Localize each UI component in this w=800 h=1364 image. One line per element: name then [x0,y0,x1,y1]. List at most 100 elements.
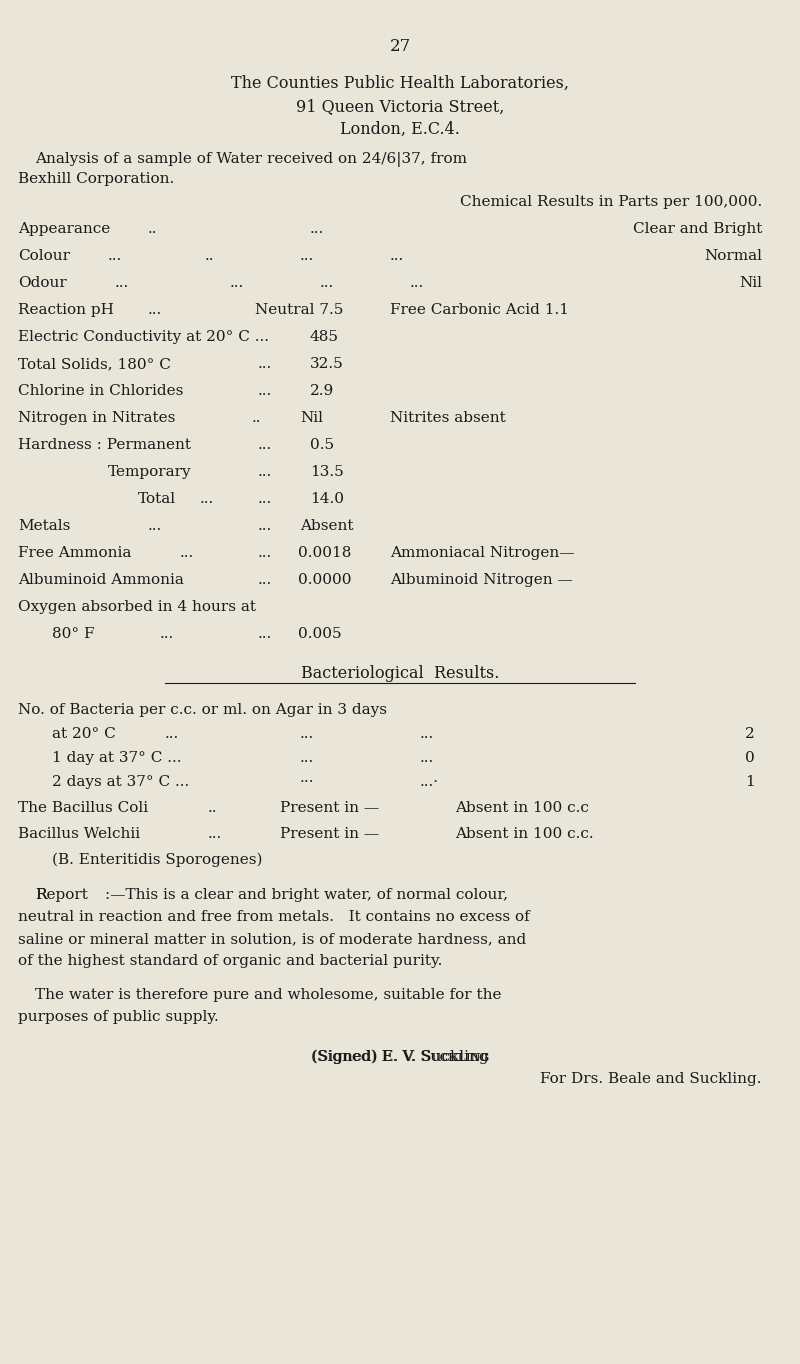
Text: No. of Bacteria per c.c. or ml. on Agar in 3 days: No. of Bacteria per c.c. or ml. on Agar … [18,702,387,717]
Text: 2.9: 2.9 [310,385,334,398]
Text: ..: .. [148,222,158,236]
Text: R: R [35,888,46,902]
Text: ...: ... [320,276,334,291]
Text: ...: ... [420,752,434,765]
Text: Chemical Results in Parts per 100,000.: Chemical Results in Parts per 100,000. [460,195,762,209]
Text: of the highest standard of organic and bacterial purity.: of the highest standard of organic and b… [18,953,442,968]
Text: Total Solids, 180° C: Total Solids, 180° C [18,357,171,371]
Text: Metals: Metals [18,518,70,533]
Text: Present in —: Present in — [280,827,379,842]
Text: The Bacillus Coli: The Bacillus Coli [18,801,148,816]
Text: ...·: ...· [420,775,439,788]
Text: Reaction pH: Reaction pH [18,303,114,316]
Text: ...: ... [165,727,179,741]
Text: ...: ... [208,827,222,842]
Text: ...: ... [300,250,314,263]
Text: 91 Queen Victoria Street,: 91 Queen Victoria Street, [296,98,504,115]
Text: 13.5: 13.5 [310,465,344,479]
Text: ...: ... [258,357,272,371]
Text: Nitrites absent: Nitrites absent [390,411,506,426]
Text: ...: ... [258,546,272,561]
Text: Electric Conductivity at 20° C ...: Electric Conductivity at 20° C ... [18,330,269,344]
Text: ...: ... [258,518,272,533]
Text: For Drs. Beale and Suckling.: For Drs. Beale and Suckling. [541,1072,762,1086]
Text: 0.005: 0.005 [298,627,342,641]
Text: (Signed) E. V. Sᴜᴄᴋʟɪɴɢ: (Signed) E. V. Sᴜᴄᴋʟɪɴɢ [311,1050,489,1064]
Text: Albuminoid Ammonia: Albuminoid Ammonia [18,573,184,587]
Text: The water is therefore pure and wholesome, suitable for the: The water is therefore pure and wholesom… [35,988,502,1003]
Text: Bacteriological  Results.: Bacteriological Results. [301,666,499,682]
Text: Absent: Absent [300,518,354,533]
Text: Nil: Nil [300,411,323,426]
Text: Temporary: Temporary [108,465,192,479]
Text: 2: 2 [746,727,755,741]
Text: ...: ... [148,518,162,533]
Text: neutral in reaction and free from metals.   It contains no excess of: neutral in reaction and free from metals… [18,910,530,923]
Text: Free Ammonia: Free Ammonia [18,546,131,561]
Text: ...: ... [258,573,272,587]
Text: 14.0: 14.0 [310,492,344,506]
Text: ..: .. [252,411,262,426]
Text: (B. Enteritidis Sporogenes): (B. Enteritidis Sporogenes) [52,852,262,868]
Text: Normal: Normal [704,250,762,263]
Text: ...: ... [310,222,324,236]
Text: ...: ... [300,752,314,765]
Text: :—This is a clear and bright water, of normal colour,: :—This is a clear and bright water, of n… [105,888,508,902]
Text: London, E.C.4.: London, E.C.4. [340,121,460,138]
Text: Neutral 7.5: Neutral 7.5 [255,303,343,316]
Text: Present in —: Present in — [280,801,379,816]
Text: ...: ... [230,276,244,291]
Text: ...: ... [258,385,272,398]
Text: ...: ... [258,438,272,451]
Text: 0.0000: 0.0000 [298,573,351,587]
Text: Nil: Nil [739,276,762,291]
Text: The Counties Public Health Laboratories,: The Counties Public Health Laboratories, [231,75,569,91]
Text: Absent in 100 c.c: Absent in 100 c.c [455,801,589,816]
Text: ..: .. [205,250,214,263]
Text: 1 day at 37° C ...: 1 day at 37° C ... [52,752,182,765]
Text: 485: 485 [310,330,339,344]
Text: ...: ... [115,276,130,291]
Text: 0.5: 0.5 [310,438,334,451]
Text: 1: 1 [746,775,755,788]
Text: Bexhill Corporation.: Bexhill Corporation. [18,172,174,186]
Text: 80° F: 80° F [52,627,94,641]
Text: Odour: Odour [18,276,66,291]
Text: ...: ... [148,303,162,316]
Text: Bacillus Welchii: Bacillus Welchii [18,827,140,842]
Text: Clear and Bright: Clear and Bright [633,222,762,236]
Text: Report: Report [35,888,88,902]
Text: Ammoniacal Nitrogen—: Ammoniacal Nitrogen— [390,546,574,561]
Text: ...: ... [258,627,272,641]
Text: ...: ... [410,276,424,291]
Text: ···: ··· [300,775,314,788]
Text: ...: ... [420,727,434,741]
Text: (Signed) E. V. Suckling: (Signed) E. V. Suckling [312,1050,488,1064]
Text: Analysis of a sample of Water received on 24/6|37, from: Analysis of a sample of Water received o… [35,151,467,166]
Text: 0: 0 [746,752,755,765]
Text: saline or mineral matter in solution, is of moderate hardness, and: saline or mineral matter in solution, is… [18,932,526,947]
Text: Absent in 100 c.c.: Absent in 100 c.c. [455,827,594,842]
Text: Nitrogen in Nitrates: Nitrogen in Nitrates [18,411,175,426]
Text: Hardness : Permanent: Hardness : Permanent [18,438,191,451]
Text: Total: Total [138,492,176,506]
Text: ...: ... [300,727,314,741]
Text: ...: ... [160,627,174,641]
Text: 0.0018: 0.0018 [298,546,351,561]
Text: Chlorine in Chlorides: Chlorine in Chlorides [18,385,183,398]
Text: Albuminoid Nitrogen —: Albuminoid Nitrogen — [390,573,573,587]
Text: ...: ... [258,492,272,506]
Text: ...: ... [200,492,214,506]
Text: Oxygen absorbed in 4 hours at: Oxygen absorbed in 4 hours at [18,600,256,614]
Text: 32.5: 32.5 [310,357,344,371]
Text: ...: ... [258,465,272,479]
Text: ...: ... [108,250,122,263]
Text: 2 days at 37° C ...: 2 days at 37° C ... [52,775,190,788]
Text: Colour: Colour [18,250,70,263]
Text: Free Carbonic Acid 1.1: Free Carbonic Acid 1.1 [390,303,569,316]
Text: ..: .. [208,801,218,816]
Text: ...: ... [390,250,404,263]
Text: at 20° C: at 20° C [52,727,116,741]
Text: ...: ... [180,546,194,561]
Text: 27: 27 [390,38,410,55]
